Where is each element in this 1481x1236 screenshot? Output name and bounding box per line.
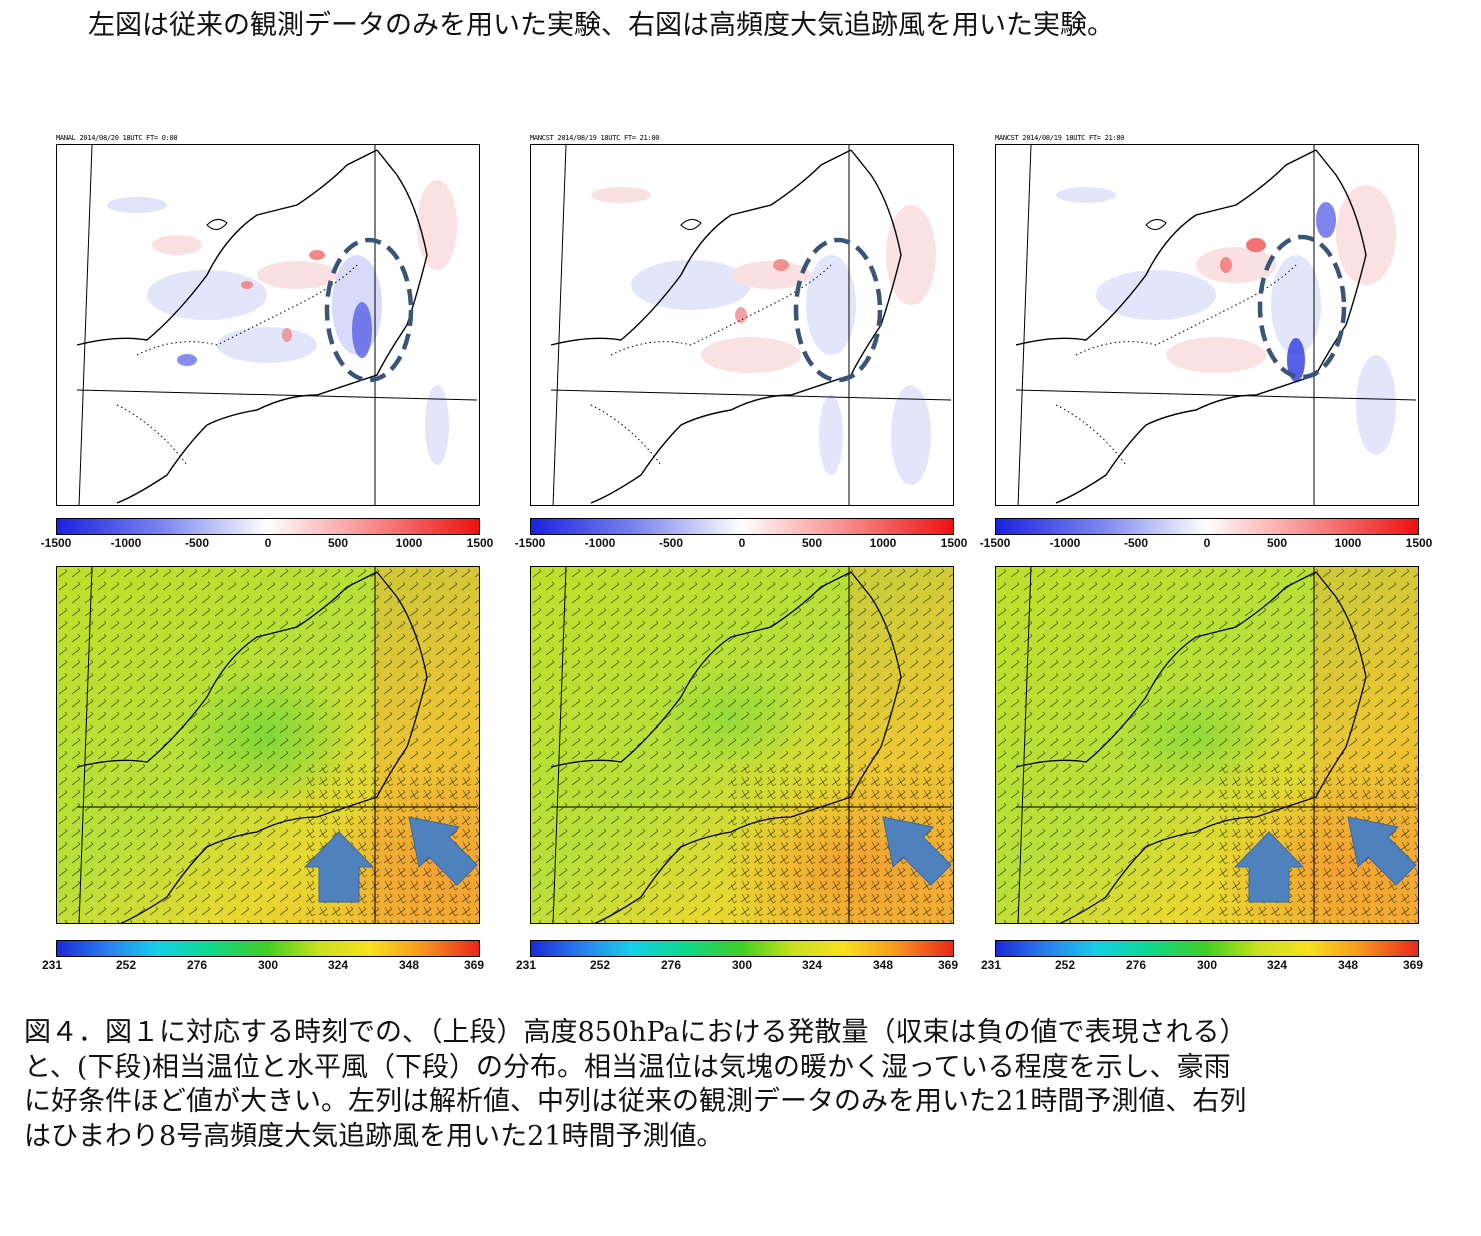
panel-header: MANCST 2014/08/19 18UTC FT= 21:00 [995, 134, 1125, 142]
intro-text: 左図は従来の観測データのみを用いた実験、右図は高頻度大気追跡風を用いた実験。 [88, 10, 1114, 41]
up-arrow [1233, 831, 1305, 903]
divergence-colorbar [530, 518, 954, 535]
caption-line: 図４．図１に対応する時刻での、（上段）高度850hPaにおける発散量（収束は負の… [24, 1017, 1247, 1048]
convergence-ellipse [1257, 234, 1347, 380]
convergence-ellipse [793, 237, 883, 383]
caption-line: と、(下段)相当温位と水平風（下段）の分布。相当温位は気塊の暖かく湿っている程度… [24, 1051, 1231, 1083]
divergence-map [530, 144, 954, 506]
panel-header: MANCST 2014/08/19 18UTC FT= 21:00 [530, 134, 660, 142]
up-arrow [303, 831, 375, 903]
ept-colorbar [56, 940, 480, 957]
panel-header: MANAL 2014/08/20 18UTC FT= 0:00 [56, 134, 178, 142]
diagonal-arrow [408, 816, 478, 886]
ept-colorbar-ticks: 231 252 276 300 324 348 369 [41, 958, 485, 972]
ept-colorbar-ticks: 231 252 276 300 324 348 369 [515, 958, 959, 972]
divergence-map [995, 144, 1419, 506]
ept-wind-map [530, 566, 954, 924]
divergence-colorbar [995, 518, 1419, 535]
ept-colorbar [995, 940, 1419, 957]
divergence-map [56, 144, 480, 506]
convergence-ellipse [324, 237, 414, 383]
divergence-colorbar-ticks: -1500 -1000 -500 0 500 1000 1500 [514, 536, 968, 550]
ept-colorbar-ticks: 231 252 276 300 324 348 369 [980, 958, 1424, 972]
caption-line: はひまわり8号高頻度大気追跡風を用いた21時間予測値。 [24, 1120, 724, 1152]
ept-wind-map [56, 566, 480, 924]
divergence-colorbar-ticks: -1500 -1000 -500 0 500 1000 1500 [979, 536, 1433, 550]
ept-colorbar [530, 940, 954, 957]
caption-line: に好条件ほど値が大きい。左列は解析値、中列は従来の観測データのみを用いた21時間… [24, 1086, 1247, 1117]
diagonal-arrow [1347, 816, 1417, 886]
diagonal-arrow [882, 816, 952, 886]
figure-caption: 図４．図１に対応する時刻での、（上段）高度850hPaにおける発散量（収束は負の… [24, 1016, 1444, 1154]
ept-wind-map [995, 566, 1419, 924]
divergence-colorbar-ticks: -1500 -1000 -500 0 500 1000 1500 [40, 536, 494, 550]
divergence-colorbar [56, 518, 480, 535]
